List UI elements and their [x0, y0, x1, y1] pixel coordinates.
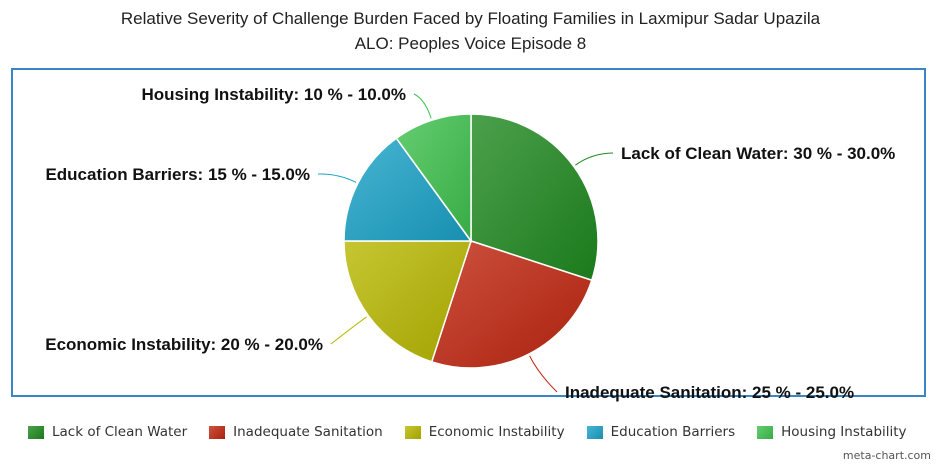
legend-label: Lack of Clean Water: [52, 424, 188, 440]
legend: Lack of Clean Water Inadequate Sanitation…: [28, 424, 929, 440]
leader-line: [529, 355, 558, 393]
legend-item[interactable]: Economic Instability: [404, 424, 565, 440]
legend-item[interactable]: Education Barriers: [586, 424, 736, 440]
leader-line: [575, 152, 614, 166]
legend-swatch: [209, 425, 226, 439]
legend-label: Economic Instability: [428, 424, 565, 440]
pie-slice-education-barriers[interactable]: [343, 137, 473, 242]
chart-frame: [11, 68, 926, 397]
legend-swatch: [404, 425, 421, 439]
legend-item[interactable]: Housing Instability: [757, 424, 907, 440]
data-label: Economic Instability: 20 % - 20.0%: [45, 335, 323, 354]
data-label: Housing Instability: 10 % - 10.0%: [141, 85, 406, 104]
watermark: meta-chart.com: [842, 449, 931, 462]
legend-label: Education Barriers: [610, 424, 736, 440]
leader-line: [413, 93, 432, 119]
legend-label: Inadequate Sanitation: [233, 424, 383, 440]
legend-swatch: [586, 425, 603, 439]
pie-slice-inadequate-sanitation[interactable]: [430, 240, 593, 369]
pie-slice-economic-instability[interactable]: [343, 240, 473, 363]
data-label: Education Barriers: 15 % - 15.0%: [45, 165, 310, 184]
legend-label: Housing Instability: [781, 424, 907, 440]
pie-slice-lack-of-clean-water[interactable]: [470, 113, 599, 282]
data-label: Inadequate Sanitation: 25 % - 25.0%: [565, 383, 854, 402]
pie-slice-housing-instability[interactable]: [395, 113, 472, 244]
leader-line: [330, 316, 367, 345]
legend-swatch: [28, 425, 44, 439]
legend-swatch: [757, 425, 774, 439]
chart-title: Relative Severity of Challenge Burden Fa…: [120, 9, 821, 28]
legend-item[interactable]: Inadequate Sanitation: [209, 424, 383, 440]
leader-line: [317, 173, 357, 183]
chart-subtitle: ALO: Peoples Voice Episode 8: [354, 34, 587, 53]
data-label: Lack of Clean Water: 30 % - 30.0%: [621, 144, 895, 163]
legend-item[interactable]: Lack of Clean Water: [28, 424, 187, 440]
